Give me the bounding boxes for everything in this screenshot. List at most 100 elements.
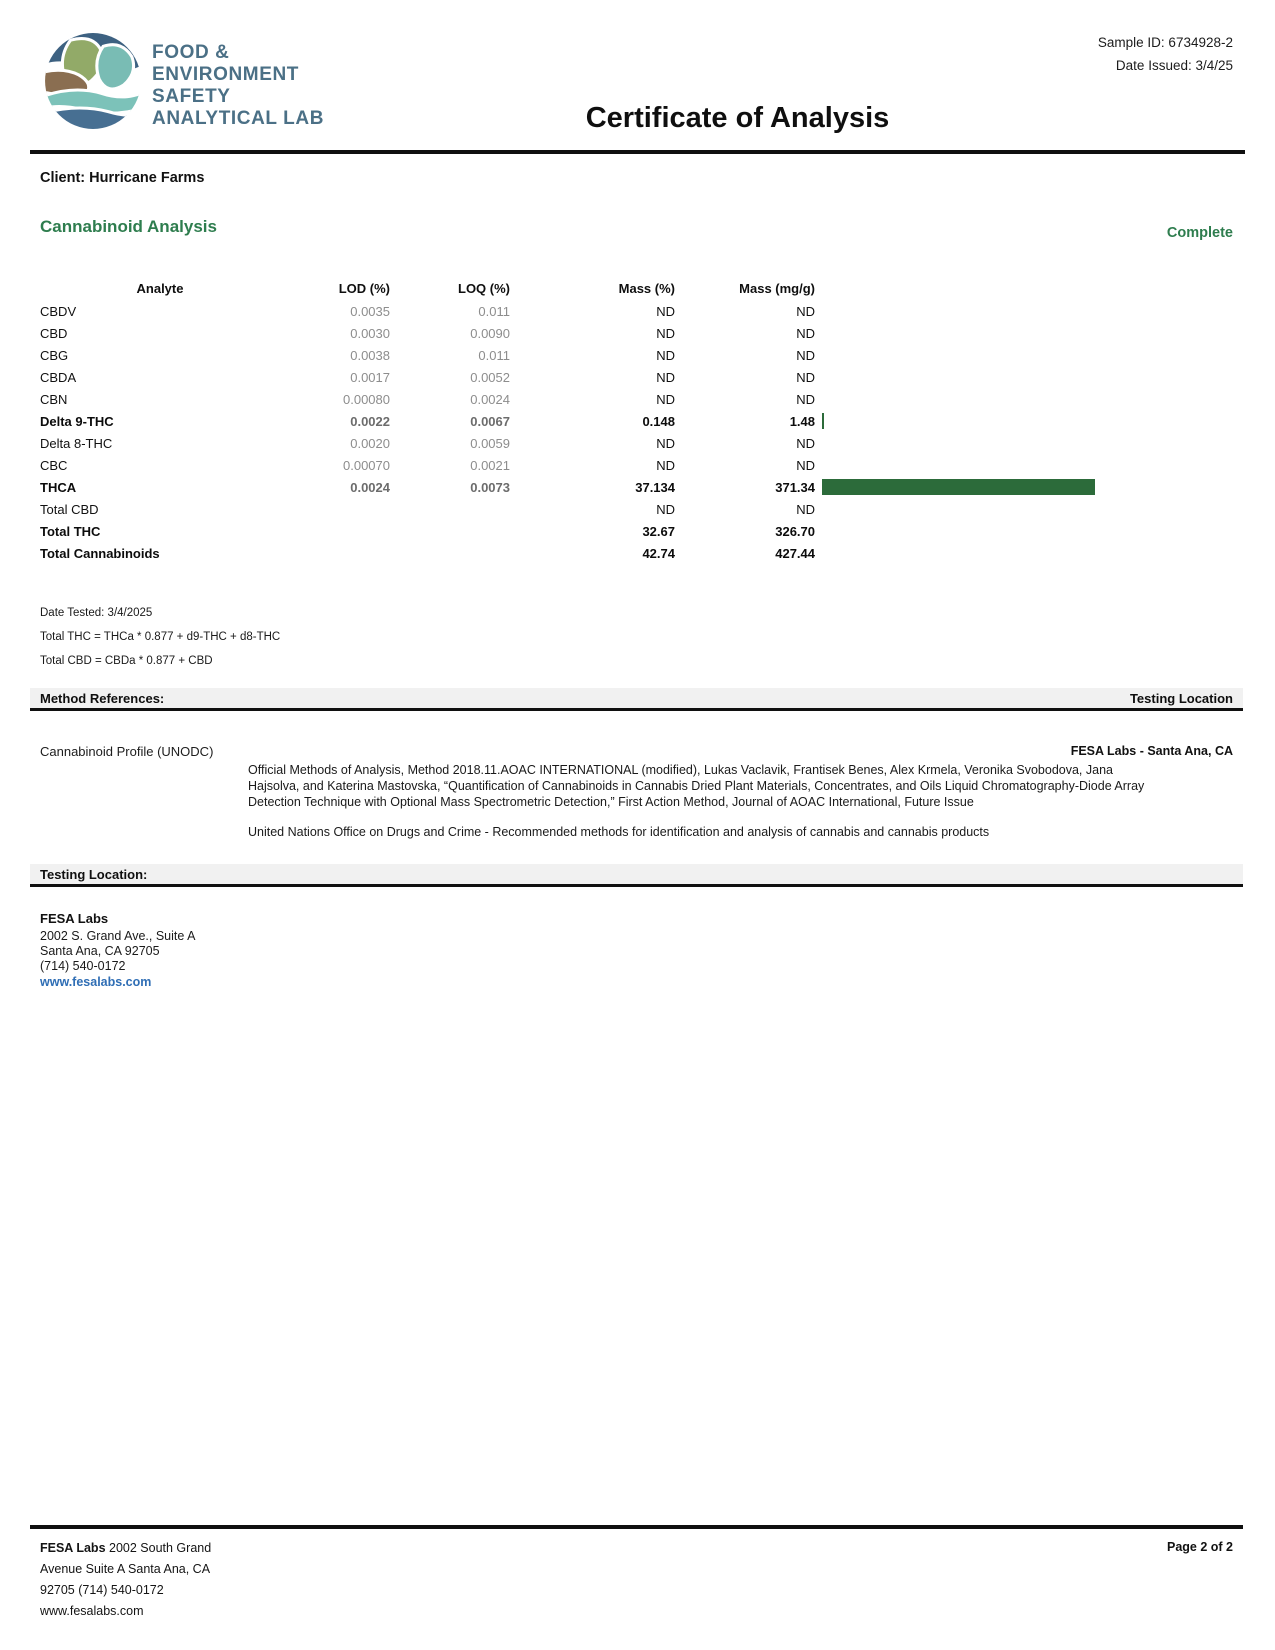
cell-loq: 0.0059 bbox=[470, 435, 510, 451]
bar-cell bbox=[815, 322, 1235, 344]
cell-loq: 0.011 bbox=[478, 303, 510, 319]
cell-lod: 0.00080 bbox=[343, 391, 390, 407]
cell-mass-pct: ND bbox=[656, 325, 675, 341]
logo-line: ENVIRONMENT bbox=[152, 64, 299, 85]
analyte-table-body: CBDV 0.0035 0.011 ND ND CBD 0.0030 0.0090 ND ND CB… bbox=[40, 300, 1235, 564]
logo-line: SAFETY bbox=[152, 86, 231, 107]
lab-address-line: Santa Ana, CA 92705 bbox=[40, 944, 160, 958]
cell-lod bbox=[280, 498, 390, 520]
table-row: CBN 0.00080 0.0024 ND ND bbox=[40, 388, 1235, 410]
lab-logo-wordmark: FOOD & ENVIRONMENT SAFETY ANALYTICAL LAB bbox=[152, 42, 324, 130]
page-title: Certificate of Analysis bbox=[585, 102, 890, 134]
footer-line-rest: 2002 South Grand bbox=[109, 1541, 212, 1555]
status-complete: Complete bbox=[1166, 225, 1233, 241]
cell-analyte: CBN bbox=[40, 391, 68, 407]
table-row: Total Cannabinoids 42.74 427.44 bbox=[40, 542, 1235, 564]
bar-cell bbox=[815, 410, 1235, 432]
bar-cell bbox=[815, 476, 1235, 498]
cell-lod: 0.0035 bbox=[350, 303, 390, 319]
column-header-loq: LOQ (%) bbox=[458, 280, 510, 296]
note-date-tested: Date Tested: 3/4/2025 bbox=[40, 607, 153, 619]
bar-cell bbox=[815, 366, 1235, 388]
cell-lod: 0.0030 bbox=[350, 325, 390, 341]
cell-loq: 0.0052 bbox=[470, 369, 510, 385]
logo-line: ANALYTICAL LAB bbox=[152, 108, 325, 129]
footer-line: FESA Labs 2002 South Grand bbox=[40, 1538, 211, 1559]
cell-lod: 0.00070 bbox=[343, 457, 390, 473]
method-references-band: Method References: Testing Location bbox=[30, 688, 1243, 711]
cell-loq: 0.0024 bbox=[470, 391, 510, 407]
cell-mass-pct: 32.67 bbox=[642, 523, 675, 539]
footer-divider bbox=[30, 1525, 1243, 1529]
cell-lod: 0.0024 bbox=[350, 479, 390, 495]
mass-mgg-bar bbox=[822, 479, 1095, 495]
bar-cell bbox=[815, 454, 1235, 476]
cell-mass-pct: 42.74 bbox=[642, 545, 675, 561]
method-testing-location-value: FESA Labs - Santa Ana, CA bbox=[1070, 744, 1233, 758]
bar-cell bbox=[815, 520, 1235, 542]
analysis-notes: Date Tested: 3/4/2025 Total THC = THCa *… bbox=[40, 601, 280, 673]
cell-loq: 0.0090 bbox=[470, 325, 510, 341]
table-row: CBG 0.0038 0.011 ND ND bbox=[40, 344, 1235, 366]
table-row: CBDV 0.0035 0.011 ND ND bbox=[40, 300, 1235, 322]
table-row: THCA 0.0024 0.0073 37.134 371.34 bbox=[40, 476, 1235, 498]
footer-address: FESA Labs 2002 South Grand Avenue Suite … bbox=[40, 1538, 211, 1622]
page-number: Page 2 of 2 bbox=[1167, 1540, 1233, 1554]
footer-line: www.fesalabs.com bbox=[40, 1604, 144, 1618]
bar-cell bbox=[815, 542, 1235, 564]
cell-analyte: Total CBD bbox=[40, 501, 99, 517]
table-row: CBDA 0.0017 0.0052 ND ND bbox=[40, 366, 1235, 388]
date-issued: Date Issued: 3/4/25 bbox=[1115, 58, 1233, 73]
sample-id: Sample ID: 6734928-2 bbox=[1097, 35, 1233, 50]
cell-mass-pct: ND bbox=[656, 391, 675, 407]
cell-analyte: Delta 8-THC bbox=[40, 435, 113, 451]
section-title-cannabinoid-analysis: Cannabinoid Analysis bbox=[40, 217, 217, 236]
cell-loq: 0.0067 bbox=[470, 413, 510, 429]
column-header-lod: LOD (%) bbox=[338, 280, 390, 296]
cell-loq bbox=[390, 542, 510, 564]
cell-mass-mgg: 1.48 bbox=[789, 413, 815, 429]
client-name: Client: Hurricane Farms bbox=[40, 170, 205, 186]
table-row: CBD 0.0030 0.0090 ND ND bbox=[40, 322, 1235, 344]
cell-loq: 0.011 bbox=[478, 347, 510, 363]
bar-cell bbox=[815, 300, 1235, 322]
cell-lod: 0.0038 bbox=[350, 347, 390, 363]
bar-cell bbox=[815, 344, 1235, 366]
footer-line: 92705 (714) 540-0172 bbox=[40, 1583, 164, 1597]
method-reference-paragraph: United Nations Office on Drugs and Crime… bbox=[248, 825, 990, 839]
table-row: Delta 8-THC 0.0020 0.0059 ND ND bbox=[40, 432, 1235, 454]
lab-logo-icon bbox=[45, 33, 141, 129]
note-total-thc-formula: Total THC = THCa * 0.877 + d9-THC + d8-T… bbox=[40, 631, 281, 643]
column-header-bar-spacer bbox=[815, 276, 1235, 300]
cannabinoid-analyte-table: Analyte LOD (%) LOQ (%) Mass (%) Mass (m… bbox=[40, 276, 1235, 564]
lab-address-line: (714) 540-0172 bbox=[40, 959, 126, 973]
table-row: CBC 0.00070 0.0021 ND ND bbox=[40, 454, 1235, 476]
lab-name: FESA Labs bbox=[40, 911, 109, 926]
cell-analyte: CBD bbox=[40, 325, 68, 341]
column-header-analyte: Analyte bbox=[136, 280, 184, 296]
cell-loq: 0.0073 bbox=[470, 479, 510, 495]
mass-mgg-bar bbox=[822, 413, 824, 429]
testing-location-label: Testing Location: bbox=[40, 866, 148, 882]
cell-mass-mgg: 427.44 bbox=[775, 545, 815, 561]
cell-analyte: THCA bbox=[40, 479, 77, 495]
cell-lod: 0.0017 bbox=[350, 369, 390, 385]
note-total-cbd-formula: Total CBD = CBDa * 0.877 + CBD bbox=[40, 655, 213, 667]
cell-mass-pct: ND bbox=[656, 435, 675, 451]
table-row: Total CBD ND ND bbox=[40, 498, 1235, 520]
cell-lod: 0.0022 bbox=[350, 413, 390, 429]
table-row: Total THC 32.67 326.70 bbox=[40, 520, 1235, 542]
lab-address-line: 2002 S. Grand Ave., Suite A bbox=[40, 929, 196, 943]
cell-analyte: CBG bbox=[40, 347, 69, 363]
logo-line: FOOD & bbox=[152, 42, 230, 63]
cell-mass-mgg: ND bbox=[796, 457, 815, 473]
cell-analyte: CBDV bbox=[40, 303, 77, 319]
cell-mass-pct: ND bbox=[656, 303, 675, 319]
cell-mass-pct: 37.134 bbox=[635, 479, 675, 495]
cell-mass-pct: ND bbox=[656, 347, 675, 363]
cell-mass-mgg: ND bbox=[796, 303, 815, 319]
cell-mass-mgg: 371.34 bbox=[775, 479, 815, 495]
lab-website-link[interactable]: www.fesalabs.com bbox=[40, 975, 152, 989]
column-header-mass-mgg: Mass (mg/g) bbox=[739, 280, 815, 296]
cell-analyte: CBC bbox=[40, 457, 68, 473]
